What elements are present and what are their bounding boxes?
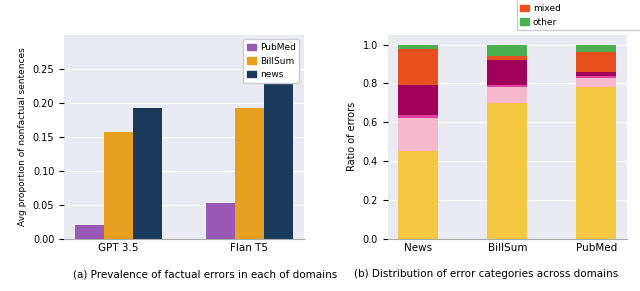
- Y-axis label: Avg proportion of nonfactual sentences: Avg proportion of nonfactual sentences: [18, 47, 27, 226]
- Bar: [488, 56, 527, 60]
- Bar: [576, 76, 616, 78]
- Bar: [488, 45, 527, 56]
- Bar: [576, 45, 616, 52]
- Bar: [576, 87, 616, 239]
- Bar: [576, 72, 616, 76]
- Legend: PubMed, BillSum, news: PubMed, BillSum, news: [243, 40, 299, 83]
- Bar: [235, 108, 264, 239]
- Text: (b) Distribution of error categories across domains: (b) Distribution of error categories acr…: [355, 269, 618, 279]
- Bar: [399, 116, 438, 118]
- Bar: [488, 60, 527, 85]
- Bar: [75, 225, 104, 239]
- Bar: [104, 132, 132, 239]
- Bar: [576, 78, 616, 87]
- Bar: [206, 203, 235, 239]
- Legend: intrinsic, extrinsic(factual), extrinsic(factual_outdated), extrinsic(nonfactual: intrinsic, extrinsic(factual), extrinsic…: [516, 0, 640, 30]
- Text: (a) Prevalence of factual errors in each of domains: (a) Prevalence of factual errors in each…: [73, 269, 337, 279]
- Bar: [488, 103, 527, 239]
- Bar: [488, 85, 527, 87]
- Bar: [488, 87, 527, 103]
- Bar: [399, 151, 438, 239]
- Y-axis label: Ratio of errors: Ratio of errors: [347, 102, 357, 171]
- Bar: [576, 52, 616, 72]
- Bar: [132, 108, 161, 239]
- Bar: [264, 59, 292, 239]
- Bar: [399, 85, 438, 116]
- Bar: [399, 45, 438, 49]
- Bar: [399, 118, 438, 151]
- Bar: [399, 49, 438, 85]
